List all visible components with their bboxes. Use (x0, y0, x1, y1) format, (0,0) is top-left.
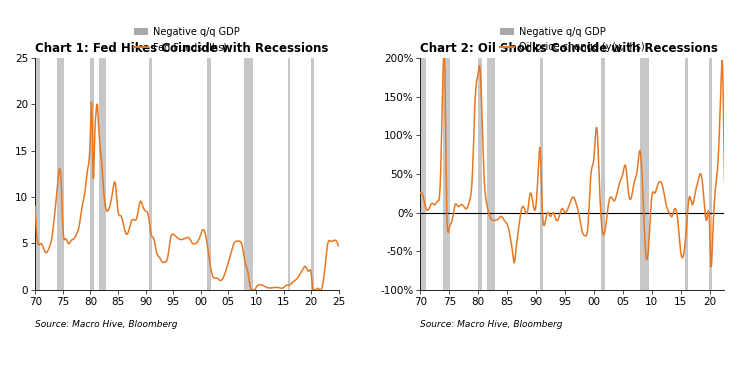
Bar (487, 58, 495, 290)
Bar (99, 58, 106, 290)
Bar (443, 58, 451, 290)
Bar (420, 58, 426, 290)
Legend: Negative q/q GDP, Fed Funds (lhs): Negative q/q GDP, Fed Funds (lhs) (130, 23, 244, 56)
Bar (685, 58, 687, 290)
Text: Source: Macro Hive, Bloomberg: Source: Macro Hive, Bloomberg (35, 320, 177, 329)
Bar (639, 58, 649, 290)
Text: Source: Macro Hive, Bloomberg: Source: Macro Hive, Bloomberg (420, 320, 563, 329)
Bar (149, 58, 152, 290)
Bar (539, 58, 543, 290)
Bar (310, 58, 314, 290)
Bar (57, 58, 64, 290)
Bar (709, 58, 712, 290)
Bar (35, 58, 40, 290)
Bar (90, 58, 94, 290)
Text: Chart 1: Fed Hikes Coincide with Recessions: Chart 1: Fed Hikes Coincide with Recessi… (35, 42, 329, 55)
Text: Chart 2: Oil Shocks Coincide with Recessions: Chart 2: Oil Shocks Coincide with Recess… (420, 42, 718, 55)
Bar (601, 58, 605, 290)
Bar (208, 58, 211, 290)
Bar (245, 58, 253, 290)
Bar (478, 58, 482, 290)
Legend: Negative q/q GDP, Oil price change (y/y, lhs): Negative q/q GDP, Oil price change (y/y,… (496, 23, 649, 56)
Bar (288, 58, 290, 290)
